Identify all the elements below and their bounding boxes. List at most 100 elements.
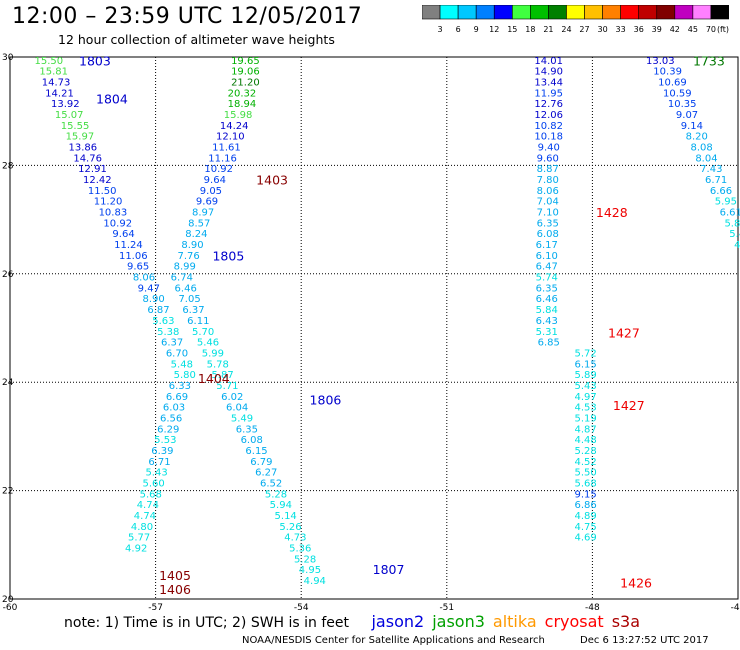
wave-height-value: 11.06 (119, 251, 148, 262)
wave-height-value: 5.99 (202, 348, 224, 359)
color-scale-legend: 3 6 9 12 15 18 21 24 27 30 33 36 39 42 45 70 (ft) (422, 5, 729, 34)
wave-height-value: 6.66 (710, 186, 732, 197)
pass-time-label: 1427 (613, 398, 645, 413)
color-scale-label: 36 (634, 25, 644, 34)
x-tick-label: -57 (148, 603, 163, 613)
color-scale-label: 9 (474, 25, 479, 34)
wave-height-value: 5.68 (140, 489, 162, 500)
wave-height-value: 5.68 (574, 479, 596, 490)
wave-height-value: 5.28 (574, 446, 596, 457)
wave-height-value: 8.04 (695, 153, 717, 164)
wave-height-value: 5.46 (197, 338, 219, 349)
wave-height-value: 12.10 (216, 132, 245, 143)
pass-time-label: 1404 (198, 371, 230, 386)
wave-height-value: 18.94 (228, 99, 257, 110)
wave-height-value: 11.61 (212, 142, 241, 153)
wave-height-value: 14.90 (534, 67, 563, 78)
wave-height-value: 15.81 (39, 67, 68, 78)
color-scale-label: 6 (456, 25, 461, 34)
wave-height-value: 7.80 (537, 175, 559, 186)
wave-height-value: 14.24 (220, 121, 249, 132)
wave-height-value: 4.92 (125, 544, 147, 555)
pass-time-label: 1733 (693, 53, 725, 68)
wave-height-value: 19.65 (231, 56, 260, 67)
wave-height-value: 5.80 (174, 370, 196, 381)
wave-height-value: 15.50 (35, 56, 64, 67)
wave-height-value: 10.82 (534, 121, 563, 132)
wave-height-value: 6.87 (147, 305, 169, 316)
wave-height-value: 4.74 (137, 500, 159, 511)
wave-height-value: 5.38 (157, 327, 179, 338)
wave-height-value: 6.37 (161, 338, 183, 349)
wave-height-value: 6.33 (169, 381, 191, 392)
wave-height-value: 11.16 (208, 153, 237, 164)
wave-height-value: 6.70 (166, 348, 188, 359)
wave-height-value: 6.04 (226, 403, 248, 414)
pass-time-label: 1403 (256, 172, 288, 187)
wave-height-value: 6.46 (175, 283, 197, 294)
wave-height-value: 5.78 (207, 359, 229, 370)
wave-height-value: 6.37 (182, 305, 204, 316)
pass-time-label: 1427 (608, 325, 640, 340)
satellite-legend: jason2 jason3 altika cryosat s3a (371, 612, 648, 631)
color-scale-label: 3 (438, 25, 443, 34)
wave-height-value: 8.97 (192, 208, 214, 219)
wave-height-value: 12.06 (534, 110, 563, 121)
wave-height-value: 9.69 (196, 197, 218, 208)
color-scale-label: (ft) (717, 25, 729, 34)
wave-height-value: 10.18 (534, 132, 563, 143)
wave-height-value: 4.52 (574, 457, 596, 468)
wave-height-value: 7.05 (178, 294, 200, 305)
y-tick-label: 22 (2, 487, 13, 497)
wave-height-value: 5.87 (724, 218, 740, 229)
wave-height-value: 4.74 (134, 511, 156, 522)
wave-height-value: 5.87 (211, 370, 233, 381)
wave-height-value: 8.20 (686, 132, 708, 143)
wave-height-value: 4.94 (304, 576, 326, 587)
wave-height-value: 5.63 (152, 316, 174, 327)
wave-height-value: 11.50 (88, 186, 117, 197)
color-scale-label: 15 (507, 25, 517, 34)
wave-height-value: 5.50 (574, 468, 596, 479)
color-scale-label: 45 (688, 25, 698, 34)
x-tick-label: -48 (585, 603, 600, 613)
color-scale-label: 21 (543, 25, 553, 34)
x-tick-label: -54 (294, 603, 309, 613)
wave-height-value: 7.43 (700, 164, 722, 175)
wave-height-value: 9.65 (127, 262, 149, 273)
wave-height-value: 6.74 (171, 273, 193, 284)
wave-height-value: 4.75 (574, 522, 596, 533)
wave-height-value: 10.83 (99, 208, 128, 219)
wave-height-value: 6.02 (221, 392, 243, 403)
wave-height-value: 9.40 (538, 142, 560, 153)
wave-height-value: 5.77 (128, 533, 150, 544)
wave-height-value: 6.86 (574, 500, 596, 511)
wave-height-value: 5.53 (154, 435, 176, 446)
wave-height-value: 9.64 (112, 229, 134, 240)
satellite-cryosat: cryosat (544, 612, 604, 631)
wave-height-value: 6.10 (536, 251, 558, 262)
wave-height-value: 15.07 (55, 110, 84, 121)
wave-height-value: 8.24 (185, 229, 207, 240)
chart-subtitle: 12 hour collection of altimeter wave hei… (58, 32, 335, 47)
wave-height-value: 5.43 (574, 381, 596, 392)
wave-height-value: 14.76 (73, 153, 102, 164)
wave-height-value: 13.03 (646, 56, 675, 67)
wave-height-value: 7.76 (177, 251, 199, 262)
satellite-jason2: jason2 (371, 612, 425, 631)
wave-height-value: 6.35 (537, 218, 559, 229)
pass-time-label: 1426 (620, 576, 652, 591)
color-scale-label: 18 (525, 25, 535, 34)
wave-height-value: 4.97 (574, 392, 596, 403)
wave-height-value: 8.08 (690, 142, 712, 153)
wave-height-value: 5.71 (216, 381, 238, 392)
color-scale-label: 39 (652, 25, 662, 34)
wave-height-value: 6.11 (187, 316, 209, 327)
wave-height-value: 13.92 (51, 99, 80, 110)
wave-height-value: 4.53 (574, 403, 596, 414)
wave-height-value: 4.95 (299, 565, 321, 576)
wave-height-value: 4.69 (574, 533, 596, 544)
wave-height-value: 10.39 (653, 67, 682, 78)
wave-height-value: 5.70 (192, 327, 214, 338)
wave-height-value: 5.19 (574, 413, 596, 424)
